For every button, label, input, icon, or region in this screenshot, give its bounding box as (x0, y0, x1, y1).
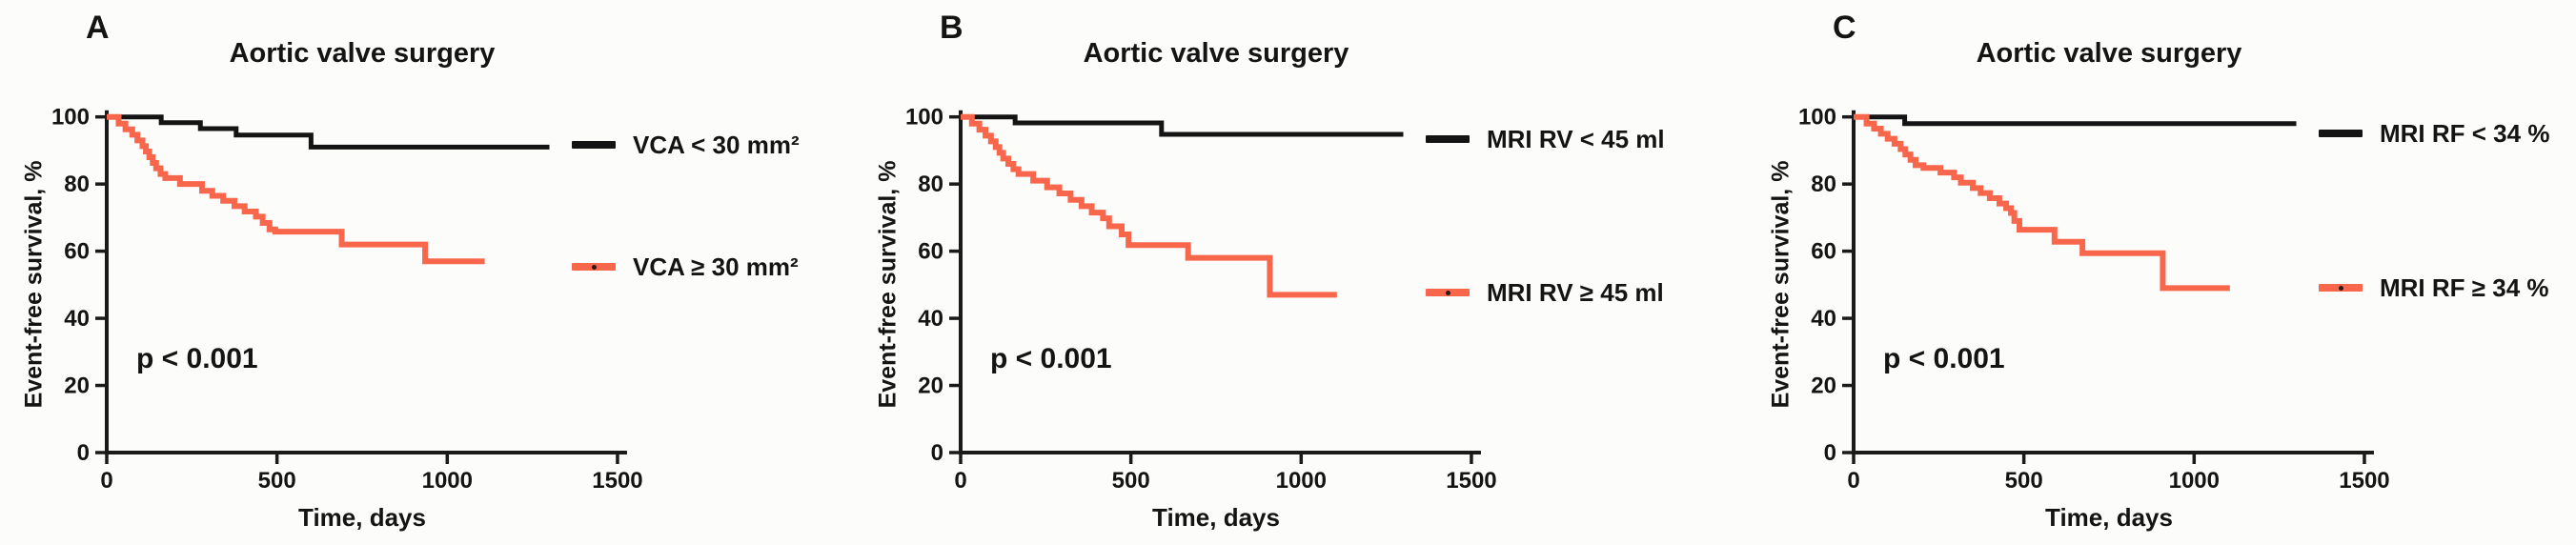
x-tick-label: 1500 (592, 468, 642, 494)
legend-item: MRI RV ≥ 45 ml (1426, 276, 1664, 309)
legend-line-swatch (2319, 284, 2363, 292)
panel-b: 0 500 1000 1500 0 20 40 60 80 100 B Aortic valve … (859, 0, 1717, 545)
legend-item: VCA ≥ 30 mm² (572, 251, 799, 283)
survival-curve-low-group (1854, 114, 2297, 127)
legend-marker-dot (591, 264, 597, 270)
x-tick-label: 1500 (1446, 468, 1496, 494)
x-tick-label: 500 (2005, 468, 2043, 494)
survival-curve-high-group (961, 113, 1337, 298)
x-tick-label: 1000 (1276, 468, 1327, 494)
survival-curve-high-group (107, 113, 485, 265)
x-tick-label: 1000 (2169, 468, 2220, 494)
chart-title: Aortic valve surgery (1976, 38, 2242, 69)
survival-curve-low-group (961, 114, 1404, 137)
legend-line-swatch (572, 263, 616, 271)
legend-line-swatch (572, 141, 616, 149)
y-tick-label: 60 (918, 239, 943, 265)
survival-curve-low-group (107, 114, 550, 150)
y-tick-label: 100 (51, 105, 90, 131)
legend-label: MRI RV ≥ 45 ml (1487, 278, 1664, 307)
plot-area-b: 0 500 1000 1500 0 20 40 60 80 100 (905, 105, 1497, 494)
legend-item: MRI RF < 34 % (2319, 117, 2549, 150)
legend-label: VCA < 30 mm² (633, 131, 800, 159)
legend-item: MRI RV < 45 ml (1426, 123, 1665, 155)
legend-item: MRI RF ≥ 34 % (2319, 272, 2549, 304)
chart-title: Aortic valve surgery (1083, 38, 1349, 69)
y-axis-label: Event-free survival, % (1767, 160, 1795, 409)
panel-letter: B (940, 10, 963, 46)
y-tick-label: 80 (918, 172, 943, 197)
x-axis-label: Time, days (2045, 503, 2173, 532)
legend-label: MRI RF ≥ 34 % (2380, 273, 2549, 302)
y-axis-label: Event-free survival, % (874, 160, 902, 409)
survival-curve-high-group (1854, 113, 2230, 292)
panel-c: 0 500 1000 1500 0 20 40 60 80 100 C Aortic valve … (1717, 0, 2576, 545)
x-tick-label: 500 (1112, 468, 1150, 494)
y-tick-label: 40 (918, 306, 943, 332)
x-tick-label: 0 (100, 468, 112, 494)
legend-marker-dot (1445, 290, 1450, 295)
legend-label: VCA ≥ 30 mm² (633, 252, 799, 281)
y-tick-label: 0 (1824, 440, 1836, 466)
y-tick-label: 40 (64, 306, 90, 332)
x-tick-label: 0 (1847, 468, 1859, 494)
y-tick-label: 100 (905, 105, 943, 131)
panel-letter: C (1833, 10, 1856, 46)
panel-a: 0 500 1000 1500 0 20 40 60 80 100 A Aortic valve … (0, 0, 859, 545)
y-axis-label: Event-free survival, % (20, 160, 48, 409)
plot-area-a: 0 500 1000 1500 0 20 40 60 80 100 (51, 105, 643, 494)
y-tick-label: 20 (1811, 373, 1836, 399)
legend-marker-dot (2338, 285, 2343, 291)
legend-line-swatch (2319, 130, 2363, 137)
y-tick-label: 20 (918, 373, 943, 399)
p-value-annotation: p < 0.001 (1883, 343, 2005, 374)
chart-title: Aortic valve surgery (229, 38, 496, 69)
x-tick-label: 0 (954, 468, 966, 494)
x-tick-label: 1500 (2339, 468, 2389, 494)
panel-letter: A (86, 10, 110, 46)
legend-label: MRI RV < 45 ml (1487, 125, 1665, 153)
x-tick-label: 1000 (422, 468, 473, 494)
p-value-annotation: p < 0.001 (136, 343, 258, 374)
y-tick-label: 60 (64, 239, 90, 265)
legend-item: VCA < 30 mm² (572, 129, 800, 161)
y-tick-label: 60 (1811, 239, 1836, 265)
legend-line-swatch (1426, 289, 1470, 296)
y-tick-label: 0 (77, 440, 90, 466)
legend-line-swatch (1426, 135, 1470, 143)
y-tick-label: 80 (64, 172, 90, 197)
x-tick-label: 500 (258, 468, 296, 494)
legend-label: MRI RF < 34 % (2380, 119, 2550, 148)
y-tick-label: 20 (64, 373, 90, 399)
x-axis-label: Time, days (298, 503, 426, 532)
y-tick-label: 80 (1811, 172, 1836, 197)
y-tick-label: 40 (1811, 306, 1836, 332)
x-axis-label: Time, days (1152, 503, 1280, 532)
plot-area-c: 0 500 1000 1500 0 20 40 60 80 100 (1798, 105, 2390, 494)
y-tick-label: 100 (1798, 105, 1836, 131)
y-tick-label: 0 (931, 440, 943, 466)
p-value-annotation: p < 0.001 (990, 343, 1112, 374)
